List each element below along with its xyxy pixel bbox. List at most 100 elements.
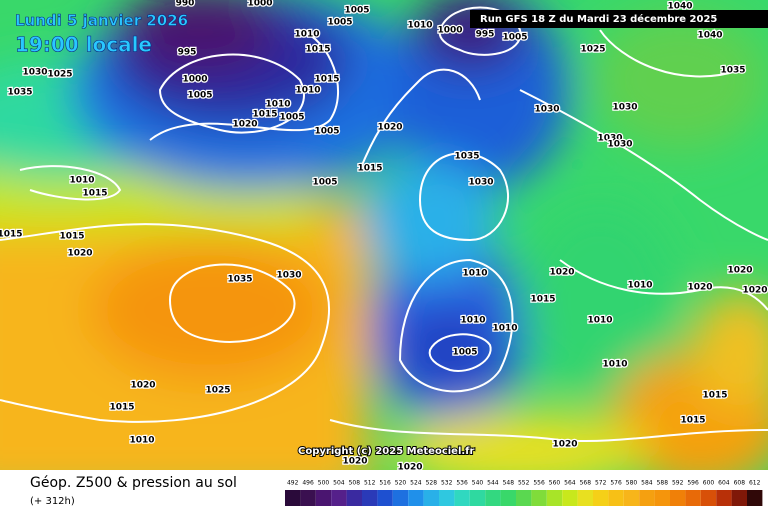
isobar-label: 1000 [182,75,207,85]
colorbar-cell [639,490,655,506]
isobar-label: 1010 [295,86,320,96]
isobar-label: 1035 [227,275,252,285]
colorbar-cell [315,490,332,506]
colorbar-cell [516,490,532,506]
isobar-label: 1020 [377,123,402,133]
isobar-label: 1020 [342,457,367,467]
colorbar-cell [685,490,701,506]
isobar-label: 1020 [687,283,712,293]
copyright: Copyright (c) 2025 Meteociel.fr [298,446,475,457]
isobar-label: 995 [178,48,197,58]
colorbar-cell [654,490,670,506]
isobar-label: 1020 [727,266,752,276]
isobar-label: 1010 [462,269,487,279]
isobar-label: 1015 [314,75,339,85]
colorbar-cell [500,490,516,506]
colorbar-label: 516 [379,480,391,487]
isobar-label: 1005 [452,348,477,358]
colorbar-label: 528 [426,480,438,487]
isobar-label: 1015 [252,110,277,120]
isobar-label: 1040 [667,2,692,12]
isobar-label: 1030 [276,271,301,281]
isobar-label: 1010 [69,176,94,186]
colorbar-cell [454,490,470,506]
colorbar-cell [377,490,393,506]
colorbar-cell [285,490,301,506]
isobar-label: 1030 [612,103,637,113]
colorbar-cell [392,490,409,506]
isobar-label: 1010 [602,360,627,370]
colorbar-label: 592 [672,480,684,487]
isobar-label: 1015 [59,232,84,242]
isobar-label: 1015 [109,403,134,413]
colorbar-label: 500 [318,480,330,487]
isobar-label: 1015 [702,391,727,401]
colorbar-label: 608 [734,480,746,487]
colorbar-cell [747,490,763,506]
isobar-label: 1035 [7,88,32,98]
colorbar-label: 572 [595,480,607,487]
colorbar-cell [531,490,547,506]
colorbar-cell [346,490,362,506]
colorbar-label: 552 [518,480,530,487]
isobar-label: 1015 [82,189,107,199]
colorbar-cell [731,490,747,506]
colorbar-cell [423,490,439,506]
colorbar-label: 508 [349,480,361,487]
isobar-label: 1020 [130,381,155,391]
colorbar-label: 584 [641,480,653,487]
colorbar-label: 604 [718,480,730,487]
isobar-label: 1010 [265,100,290,110]
isobar-label: 1030 [607,140,632,150]
isobar-label: 1030 [22,68,47,78]
isobar-label: 1000 [247,0,272,9]
colorbar-cell [439,490,455,506]
isobar-label: 1010 [587,316,612,326]
colorbar-cell [608,490,624,506]
isobar-label: 1010 [129,436,154,446]
isobar-label: 1035 [720,66,745,76]
colorbar-label: 540 [472,480,484,487]
colorbar-label: 600 [703,480,715,487]
isobar-label: 1005 [187,91,212,101]
isobar-label: 1015 [305,45,330,55]
isobar-label: 1005 [314,127,339,137]
isobar-label: 1015 [0,230,23,240]
colorbar-cell [331,490,347,506]
isobar-label: 1030 [597,134,622,144]
isobar-label: 1030 [534,105,559,115]
colorbar-cell [485,490,501,506]
isobar-label: 1010 [294,30,319,40]
colorbar-cell [670,490,686,506]
colorbar-label: 504 [333,480,345,487]
colorbar-cell [362,490,378,506]
colorbar-label: 564 [564,480,576,487]
colorbar-label: 512 [364,480,376,487]
isobars [0,6,768,443]
isobar-label: 1005 [312,178,337,188]
isobar-label: 990 [176,0,195,9]
colorbar-cell [700,490,717,506]
isobar-label: 1020 [552,440,577,450]
colorbar-label: 548 [503,480,515,487]
colorbar-cell [562,490,578,506]
lead-time: (+ 312h) [30,496,75,507]
colorbar-label: 556 [533,480,545,487]
isobar-label: 1025 [47,70,72,80]
isobar-label: 1015 [680,416,705,426]
colorbar-cell [577,490,593,506]
colorbar-label: 576 [610,480,622,487]
colorbar-label: 532 [441,480,453,487]
colorbar-label: 524 [410,480,422,487]
forecast-date: Lundi 5 janvier 2026 [15,12,188,30]
isobar-label: 1035 [454,152,479,162]
isobar-label: 1010 [407,21,432,31]
isobar-label: 1025 [580,45,605,55]
isobar-label: 1020 [549,268,574,278]
isobar-label: 1015 [530,295,555,305]
map-field: 990 1000 1005 1005 1010 1000 995 1005 1025 1040 10… [0,0,768,470]
forecast-time: 19:00 locale [15,33,152,57]
isobar-label: 1005 [327,18,352,28]
isobar-label: 1000 [437,26,462,36]
